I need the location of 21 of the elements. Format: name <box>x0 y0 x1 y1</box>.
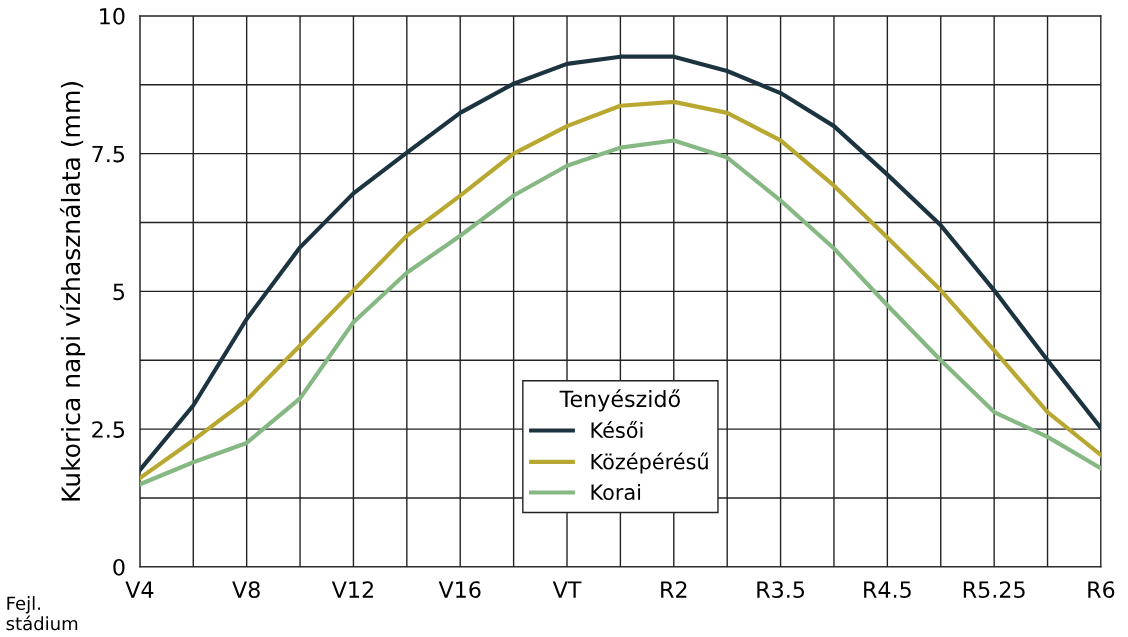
x-tick-label: R2 <box>661 581 687 598</box>
y-tick-label: 7.5 <box>92 145 125 163</box>
text: Fejl. stádium <box>6 596 78 631</box>
legend-label: Késői <box>591 421 643 439</box>
x-tick-label: V4 <box>125 581 154 598</box>
x-tick-label: R5.25 <box>963 581 1025 599</box>
x-tick-label: VT <box>552 581 582 598</box>
x-tick-label: V16 <box>438 581 481 599</box>
legend-label: Korai <box>591 483 641 501</box>
y-tick-label: 2.5 <box>92 421 125 438</box>
x-tick-label: R3.5 <box>757 581 805 599</box>
legend-label: Középérésű <box>591 452 708 474</box>
x-tick-label: R4.5 <box>864 581 911 599</box>
y-tick-label: 5 <box>113 283 125 301</box>
x-tick-label: R6 <box>1088 581 1115 599</box>
legend-title: Tenyészidő <box>559 389 680 412</box>
y-tick-label: 10 <box>100 7 125 25</box>
x-tick-label: V8 <box>232 581 260 599</box>
y-axis-title: Kukorica napi vízhasználata (mm) <box>59 82 86 501</box>
y-tick-label: 0 <box>113 558 125 576</box>
x-tick-label: V12 <box>331 581 373 598</box>
